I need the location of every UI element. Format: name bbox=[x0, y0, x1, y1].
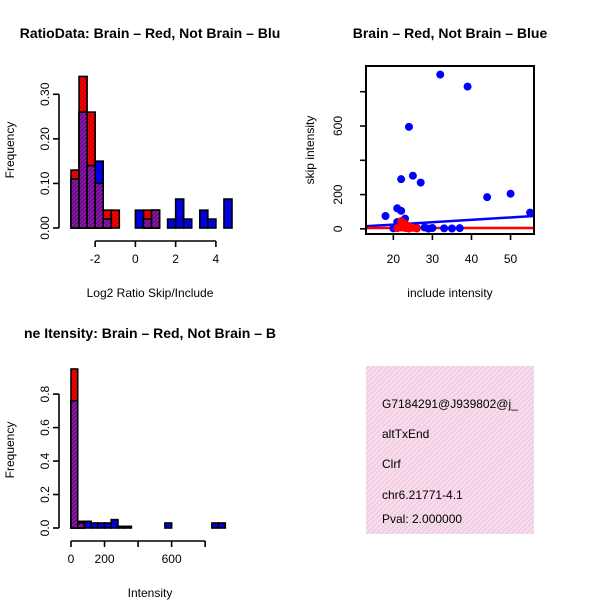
info-panel-background bbox=[366, 366, 534, 534]
intensity-y-tick-label: 0.8 bbox=[38, 385, 52, 402]
intensity-x-tick-label: 0 bbox=[68, 552, 75, 566]
info-event-type: altTxEnd bbox=[382, 427, 429, 441]
notbrain-point bbox=[424, 224, 433, 233]
brain-point bbox=[412, 224, 421, 233]
brain-point bbox=[393, 224, 402, 233]
fit-line bbox=[366, 214, 534, 228]
ratio-notbrain-bar bbox=[134, 209, 145, 229]
ratio-x-tick-label: 2 bbox=[172, 252, 179, 266]
ratio-brain-bar bbox=[110, 209, 121, 229]
ratio-notbrain-bar bbox=[207, 218, 217, 229]
intensity-overlap-bar bbox=[76, 522, 86, 529]
ratio-ylabel: Frequency bbox=[3, 122, 17, 179]
ratio-notbrain-bar bbox=[223, 198, 233, 229]
intensity-axes: 0.0 0.2 0.4 0.6 0.8 0 200 600 bbox=[38, 385, 206, 566]
notbrain-point bbox=[436, 70, 445, 79]
intensity-y-tick-label: 0.4 bbox=[38, 452, 52, 469]
scatter-ylabel: skip intensity bbox=[303, 116, 317, 185]
intensity-x-tick-label: 600 bbox=[162, 552, 182, 566]
intensity-bars bbox=[70, 368, 227, 529]
info-pval: Pval: 2.000000 bbox=[382, 512, 462, 526]
panel-ratio-histogram: RatioData: Brain – Red, Not Brain – Blu … bbox=[3, 25, 280, 300]
notbrain-point bbox=[526, 208, 534, 217]
intensity-notbrain-bar bbox=[123, 525, 133, 529]
ratio-bars bbox=[70, 75, 233, 229]
ratio-x-tick-label: 4 bbox=[213, 252, 220, 266]
scatter-points bbox=[381, 70, 534, 233]
ratio-xlabel: Log2 Ratio Skip/Include bbox=[87, 286, 214, 300]
ratio-notbrain-bar bbox=[166, 218, 177, 229]
scatter-axes: 20 30 40 50 0 200 600 bbox=[331, 65, 535, 266]
ratio-overlap-bar bbox=[102, 218, 113, 229]
notbrain-point bbox=[408, 171, 417, 180]
intensity-y-tick-label: 0.2 bbox=[38, 486, 52, 503]
intensity-overlap-bar bbox=[70, 399, 79, 529]
info-location: chr6.21771-4.1 bbox=[382, 488, 463, 502]
ratio-overlap-bar bbox=[78, 111, 88, 229]
notbrain-point bbox=[463, 82, 472, 91]
intensity-y-tick-label: 0.0 bbox=[38, 519, 52, 536]
ratio-overlap-bar bbox=[94, 182, 105, 229]
intensity-x-tick-label: 200 bbox=[95, 552, 115, 566]
ratio-overlap-bar bbox=[70, 178, 80, 229]
ratio-y-tick-label: 0.30 bbox=[38, 82, 52, 106]
ratio-notbrain-bar bbox=[174, 198, 185, 229]
intensity-ylabel: Frequency bbox=[3, 422, 17, 479]
notbrain-point bbox=[455, 224, 464, 233]
scatter-x-tick-label: 40 bbox=[465, 252, 479, 266]
notbrain-point bbox=[381, 212, 390, 220]
intensity-notbrain-bar bbox=[90, 522, 99, 529]
ratio-title: RatioData: Brain – Red, Not Brain – Blu bbox=[20, 25, 281, 41]
scatter-x-tick-label: 50 bbox=[504, 252, 518, 266]
panel-intensity-histogram: ne Itensity: Brain – Red, Not Brain – B … bbox=[3, 325, 276, 600]
intensity-notbrain-bar bbox=[83, 520, 92, 529]
scatter-x-tick-label: 30 bbox=[426, 252, 440, 266]
intensity-notbrain-bar bbox=[103, 522, 113, 529]
intensity-y-tick-label: 0.6 bbox=[38, 419, 52, 436]
notbrain-point bbox=[447, 224, 456, 233]
ratio-overlap-bar bbox=[86, 164, 96, 229]
notbrain-point bbox=[483, 193, 492, 202]
notbrain-point bbox=[506, 189, 515, 198]
notbrain-point bbox=[397, 175, 406, 184]
intensity-notbrain-bar bbox=[117, 525, 126, 529]
notbrain-point bbox=[440, 224, 449, 233]
ratio-x-tick-label: -2 bbox=[90, 252, 101, 266]
scatter-y-tick-label: 0 bbox=[331, 225, 345, 232]
panel-scatter: Brain – Red, Not Brain – Blue include in… bbox=[303, 25, 547, 300]
intensity-notbrain-bar bbox=[110, 518, 119, 529]
scatter-y-tick-label: 600 bbox=[331, 116, 345, 136]
info-gene: Clrf bbox=[382, 457, 401, 471]
info-event-id: G7184291@J939802@j_ bbox=[382, 397, 518, 411]
ratio-notbrain-bar bbox=[182, 218, 193, 229]
ratio-y-tick-label: 0.10 bbox=[38, 171, 52, 195]
ratio-x-tick-label: 0 bbox=[132, 252, 139, 266]
ratio-overlap-bar bbox=[142, 218, 153, 229]
intensity-notbrain-bar bbox=[217, 522, 227, 529]
intensity-notbrain-bar bbox=[97, 522, 106, 529]
scatter-xlabel: include intensity bbox=[407, 286, 492, 300]
intensity-notbrain-bar bbox=[211, 522, 220, 529]
info-panel: G7184291@J939802@j_ altTxEnd Clrf chr6.2… bbox=[366, 366, 534, 534]
notbrain-point bbox=[416, 178, 425, 187]
notbrain-point bbox=[397, 206, 406, 215]
scatter-frame bbox=[365, 65, 535, 235]
intensity-xlabel: Intensity bbox=[128, 586, 173, 600]
intensity-notbrain-bar bbox=[164, 522, 173, 529]
ratio-y-tick-label: 0.20 bbox=[38, 127, 52, 151]
ratio-overlap-bar bbox=[150, 209, 161, 229]
ratio-y-tick-label: 0.00 bbox=[38, 216, 52, 240]
ratio-axes: 0.00 0.10 0.20 0.30 -2 0 2 4 bbox=[38, 82, 220, 266]
ratio-notbrain-bar bbox=[199, 209, 209, 229]
scatter-x-tick-label: 20 bbox=[387, 252, 401, 266]
scatter-y-tick-label: 200 bbox=[331, 184, 345, 204]
intensity-title: ne Itensity: Brain – Red, Not Brain – B bbox=[24, 325, 276, 341]
scatter-title: Brain – Red, Not Brain – Blue bbox=[353, 25, 548, 41]
notbrain-point bbox=[404, 122, 413, 131]
